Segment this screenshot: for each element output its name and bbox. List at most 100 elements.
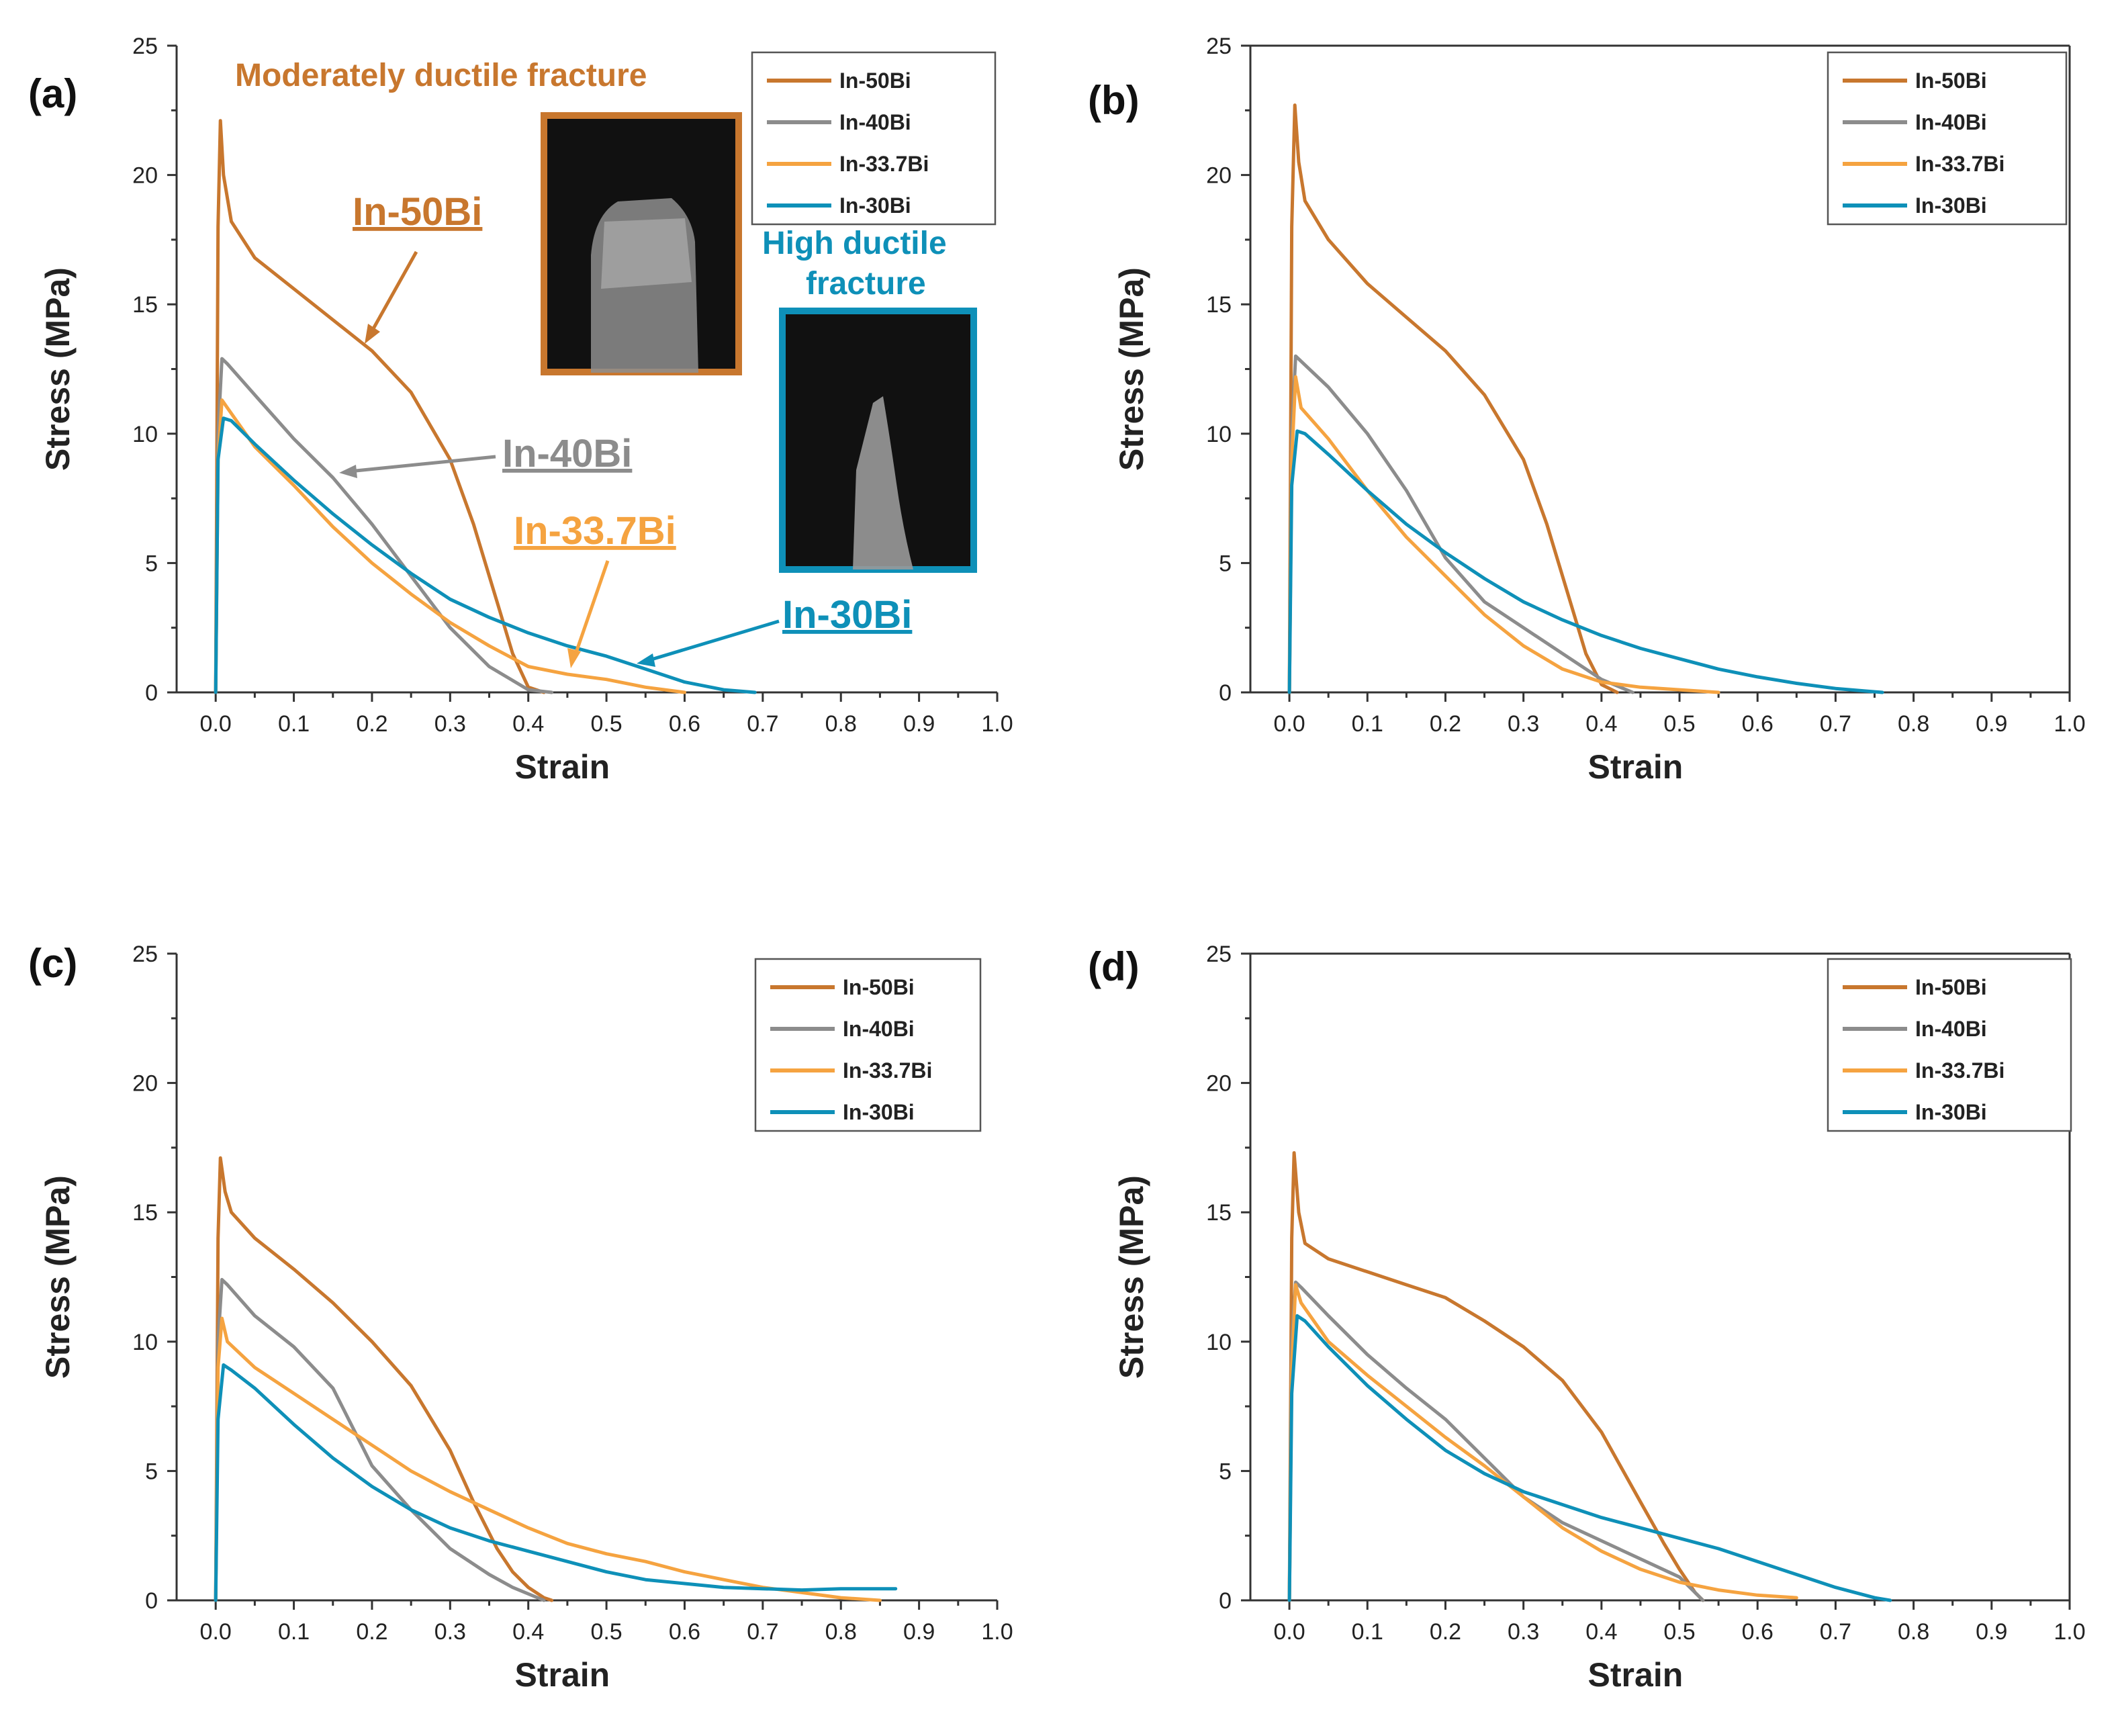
y-tick-label: 0 (145, 680, 158, 706)
legend-label: In-33.7Bi (1915, 1058, 2004, 1083)
legend-label: In-50Bi (1915, 68, 1987, 93)
x-tick-label: 0.9 (1976, 711, 2007, 737)
y-tick-label: 25 (1206, 942, 1232, 967)
legend-label: In-30Bi (843, 1100, 915, 1124)
legend-label: In-50Bi (843, 975, 915, 999)
x-tick-label: 0.5 (590, 711, 622, 737)
arrow-in337bi (572, 560, 610, 659)
arrow-in30bi-head (637, 653, 655, 667)
series-line-in-40bi (1287, 354, 1634, 694)
callout-in40bi: In-40Bi (502, 432, 632, 475)
x-tick-label: 0.3 (434, 1619, 466, 1645)
x-tick-label: 0.3 (1508, 1619, 1539, 1645)
series-line-in-337bi (1287, 375, 1720, 694)
series-line-in-40bi (214, 357, 554, 694)
y-tick-label: 25 (132, 942, 158, 967)
series-line-in-337bi (214, 1316, 882, 1602)
x-tick-label: 0.2 (356, 711, 387, 737)
x-tick-label: 1.0 (981, 1619, 1013, 1645)
arrow-in337bi-head (567, 648, 581, 668)
y-tick-label: 10 (132, 422, 158, 447)
y-axis-title: Stress (MPa) (1113, 1175, 1150, 1379)
callout-in337bi: In-33.7Bi (514, 509, 676, 553)
legend-label: In-50Bi (839, 68, 911, 93)
x-tick-label: 0.1 (1352, 711, 1383, 737)
y-tick-label: 20 (132, 1071, 158, 1097)
arrow-in40bi-head (339, 465, 357, 478)
x-axis-title: Strain (1588, 748, 1684, 786)
y-tick-label: 0 (1219, 680, 1232, 706)
legend-label: In-50Bi (1915, 975, 1987, 999)
annotation-moderately-ductile: Moderately ductile fracture (235, 58, 647, 93)
x-tick-label: 0.5 (1663, 1619, 1695, 1645)
series-line-in-337bi (1287, 1283, 1798, 1602)
x-tick-label: 1.0 (2054, 711, 2085, 737)
x-tick-label: 0.9 (1976, 1619, 2007, 1645)
legend-label: In-40Bi (1915, 1017, 1987, 1041)
x-tick-label: 0.3 (434, 711, 466, 737)
x-tick-label: 0.8 (825, 711, 857, 737)
x-tick-label: 0.0 (1273, 1619, 1305, 1645)
x-tick-label: 0.2 (1430, 1619, 1461, 1645)
series-line-in-337bi (214, 398, 686, 694)
legend-label: In-33.7Bi (839, 152, 929, 176)
x-tick-label: 0.8 (1898, 711, 1929, 737)
series-line-in-40bi (1287, 1280, 1705, 1602)
x-tick-label: 0.0 (200, 1619, 232, 1645)
panel-label: (b) (1088, 78, 1140, 123)
y-tick-label: 5 (1219, 551, 1232, 576)
x-tick-label: 0.9 (903, 711, 935, 737)
y-tick-label: 10 (132, 1330, 158, 1355)
y-axis-title: Stress (MPa) (39, 1175, 77, 1379)
x-tick-label: 0.7 (1820, 711, 1851, 737)
legend-label: In-30Bi (839, 193, 911, 218)
y-tick-label: 15 (1206, 292, 1232, 318)
x-tick-label: 0.9 (903, 1619, 935, 1645)
y-tick-label: 20 (132, 163, 158, 189)
y-tick-label: 0 (145, 1588, 158, 1614)
y-tick-label: 15 (132, 292, 158, 318)
series-line-in-40bi (214, 1277, 546, 1602)
y-tick-label: 5 (145, 1459, 158, 1484)
annotation-high-ductile-line1: High ductile (762, 226, 947, 261)
x-tick-label: 0.6 (669, 1619, 700, 1645)
y-tick-label: 0 (1219, 1588, 1232, 1614)
x-tick-label: 0.6 (669, 711, 700, 737)
x-tick-label: 1.0 (981, 711, 1013, 737)
x-tick-label: 0.1 (1352, 1619, 1383, 1645)
callout-in50bi: In-50Bi (353, 190, 482, 234)
arrow-in40bi (349, 455, 496, 473)
series-line-in-30bi (214, 1363, 898, 1602)
arrow-in50bi (367, 250, 418, 337)
y-tick-label: 25 (132, 34, 158, 59)
x-tick-label: 0.0 (200, 711, 232, 737)
x-tick-label: 0.2 (356, 1619, 387, 1645)
y-tick-label: 10 (1206, 422, 1232, 447)
x-tick-label: 0.1 (278, 1619, 310, 1645)
legend-label: In-33.7Bi (1915, 152, 2004, 176)
y-tick-label: 15 (132, 1200, 158, 1226)
series-line-in-50bi (214, 1156, 554, 1602)
x-tick-label: 0.1 (278, 711, 310, 737)
y-tick-label: 5 (1219, 1459, 1232, 1484)
y-tick-label: 20 (1206, 163, 1232, 189)
annotation-high-ductile-line2: fracture (806, 266, 926, 302)
x-tick-label: 0.6 (1742, 1619, 1773, 1645)
series-line-in-30bi (1287, 1314, 1892, 1602)
series-line-in-50bi (214, 119, 546, 694)
legend-label: In-40Bi (843, 1017, 915, 1041)
panel-label: (d) (1088, 944, 1140, 989)
chart-panel-d: 0.0 0.1 0.2 0.3 0.4 0.5 0.6 0.7 0.8 0.9 1.0 0 5 10 15 2… (1088, 942, 2086, 1694)
x-tick-label: 0.5 (1663, 711, 1695, 737)
chart-panel-c: 0.0 0.1 0.2 0.3 0.4 0.5 0.6 0.7 0.8 0.9 1.0 0 5 10 15 2… (28, 941, 1013, 1694)
panel-label: (a) (28, 71, 77, 116)
x-tick-label: 0.5 (590, 1619, 622, 1645)
series-line-in-50bi (1287, 1151, 1705, 1602)
x-tick-label: 0.7 (1820, 1619, 1851, 1645)
series-line-in-30bi (1287, 429, 1884, 694)
legend-box (1827, 958, 2072, 1132)
x-tick-label: 0.4 (1585, 1619, 1617, 1645)
x-tick-label: 0.7 (747, 1619, 778, 1645)
x-tick-label: 0.0 (1273, 711, 1305, 737)
arrow-in30bi (644, 619, 780, 664)
